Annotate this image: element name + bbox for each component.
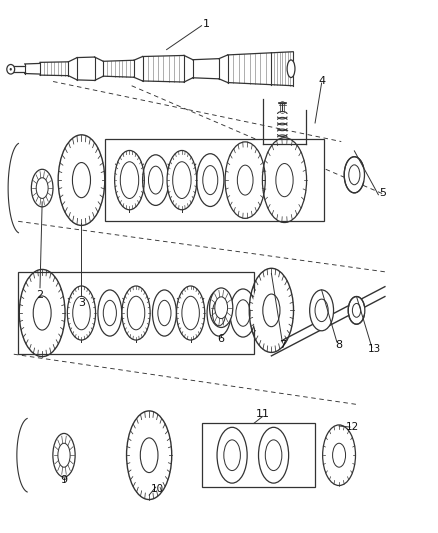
Text: 3: 3	[78, 297, 85, 308]
Ellipse shape	[212, 300, 226, 326]
Ellipse shape	[120, 161, 139, 198]
Ellipse shape	[58, 443, 70, 467]
Text: 4: 4	[318, 77, 325, 86]
Ellipse shape	[287, 60, 295, 77]
Polygon shape	[193, 59, 219, 79]
Ellipse shape	[158, 300, 171, 326]
Ellipse shape	[143, 155, 169, 205]
Ellipse shape	[258, 427, 289, 483]
Text: 8: 8	[336, 340, 343, 350]
Ellipse shape	[203, 166, 218, 195]
Polygon shape	[272, 52, 293, 86]
Polygon shape	[10, 66, 25, 72]
Polygon shape	[95, 57, 103, 80]
Ellipse shape	[61, 141, 102, 219]
Text: 5: 5	[379, 188, 386, 198]
Ellipse shape	[152, 290, 177, 336]
Text: 11: 11	[256, 409, 270, 419]
Text: 12: 12	[346, 422, 359, 432]
Ellipse shape	[207, 290, 231, 336]
Ellipse shape	[115, 150, 145, 210]
Ellipse shape	[209, 288, 233, 327]
Ellipse shape	[310, 290, 334, 331]
Ellipse shape	[33, 296, 51, 330]
Polygon shape	[272, 287, 385, 356]
Bar	[18, 272, 254, 354]
Ellipse shape	[36, 177, 48, 198]
Ellipse shape	[67, 286, 95, 340]
Ellipse shape	[344, 157, 364, 193]
Ellipse shape	[10, 68, 12, 70]
Polygon shape	[40, 62, 68, 76]
Polygon shape	[134, 56, 143, 81]
Ellipse shape	[197, 154, 224, 206]
Ellipse shape	[276, 164, 293, 197]
Ellipse shape	[167, 150, 197, 210]
Ellipse shape	[349, 165, 360, 185]
Bar	[106, 139, 324, 221]
Ellipse shape	[353, 303, 360, 317]
Ellipse shape	[215, 297, 228, 319]
Ellipse shape	[265, 440, 282, 471]
Text: 7: 7	[279, 340, 286, 350]
Ellipse shape	[103, 300, 117, 326]
Ellipse shape	[263, 294, 280, 327]
Text: 6: 6	[218, 334, 225, 344]
Ellipse shape	[72, 163, 91, 198]
Ellipse shape	[348, 296, 365, 324]
Ellipse shape	[228, 147, 263, 213]
Polygon shape	[25, 63, 40, 74]
Polygon shape	[68, 58, 77, 80]
Ellipse shape	[325, 429, 353, 482]
Polygon shape	[228, 53, 272, 85]
Ellipse shape	[177, 286, 205, 340]
Ellipse shape	[127, 296, 145, 330]
Ellipse shape	[265, 143, 304, 217]
Text: 10: 10	[151, 484, 164, 494]
Polygon shape	[103, 60, 134, 77]
Polygon shape	[77, 57, 95, 80]
Ellipse shape	[98, 290, 122, 336]
Ellipse shape	[32, 169, 53, 207]
Text: 2: 2	[36, 289, 43, 300]
Text: 1: 1	[202, 19, 209, 29]
Ellipse shape	[182, 296, 199, 330]
Ellipse shape	[217, 427, 247, 483]
Ellipse shape	[130, 417, 169, 494]
Ellipse shape	[148, 166, 163, 194]
Ellipse shape	[236, 300, 250, 326]
Ellipse shape	[122, 286, 150, 340]
Polygon shape	[184, 55, 193, 82]
Ellipse shape	[73, 296, 90, 330]
Text: 13: 13	[367, 344, 381, 354]
Ellipse shape	[315, 299, 328, 321]
Ellipse shape	[332, 443, 346, 467]
Ellipse shape	[53, 433, 75, 477]
Ellipse shape	[140, 438, 158, 473]
Polygon shape	[219, 55, 228, 83]
Ellipse shape	[230, 289, 256, 337]
Polygon shape	[143, 55, 184, 82]
Ellipse shape	[173, 161, 191, 198]
Ellipse shape	[224, 440, 240, 471]
Ellipse shape	[22, 275, 62, 351]
Text: 9: 9	[60, 475, 67, 484]
Ellipse shape	[237, 165, 253, 195]
Ellipse shape	[252, 274, 290, 346]
Ellipse shape	[7, 64, 14, 74]
Bar	[201, 423, 315, 487]
